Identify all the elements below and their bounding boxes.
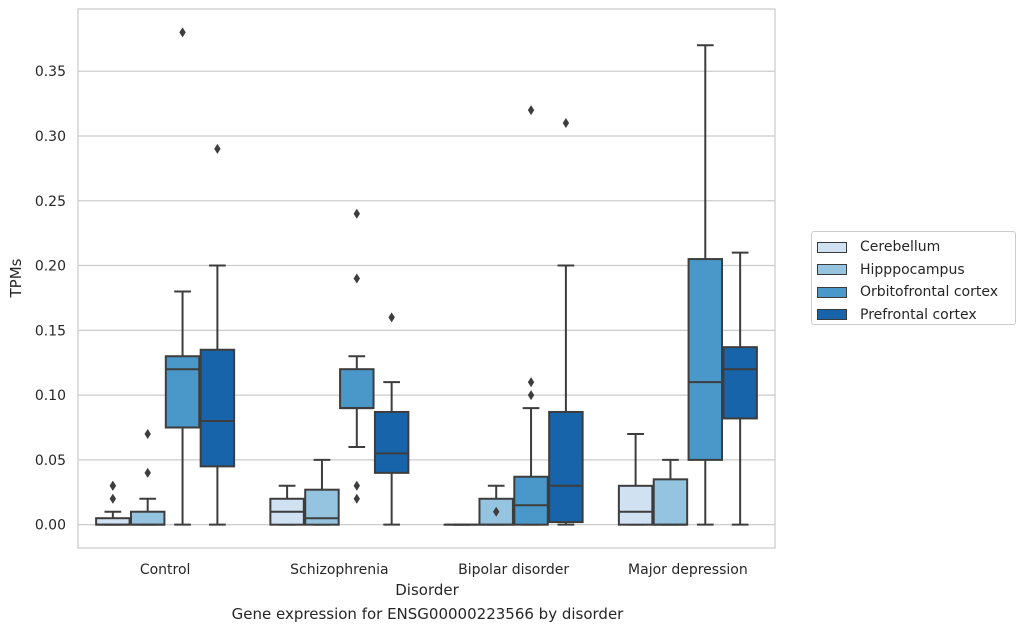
box-3-3 xyxy=(722,251,758,526)
y-tick-label: 0.10 xyxy=(35,388,66,404)
plot-frame xyxy=(77,8,776,549)
x-tick-label: Schizophrenia xyxy=(290,562,388,578)
x-tick-label: Major depression xyxy=(628,562,748,578)
outlier-point xyxy=(144,428,151,439)
y-tick-label: 0.25 xyxy=(35,194,66,210)
y-tick-label: 0.15 xyxy=(35,323,66,339)
legend-label: Prefrontal cortex xyxy=(860,306,977,323)
box-iqr xyxy=(548,410,584,524)
box-3-1 xyxy=(373,312,410,526)
outlier-point xyxy=(527,105,535,116)
legend-swatch xyxy=(817,264,847,276)
x-axis-ticks: Control Schizophrenia Bipolar disorder Majo… xyxy=(140,562,748,578)
outlier-point xyxy=(109,480,117,491)
outlier-point xyxy=(144,467,151,478)
legend-item: Orbitofrontal cortex xyxy=(817,281,1015,304)
box-1-1 xyxy=(304,458,340,526)
outlier-point xyxy=(353,480,360,491)
box-2-3 xyxy=(687,44,724,526)
outlier-point xyxy=(562,118,570,129)
y-axis-label: TPMs xyxy=(7,258,25,298)
box-iqr xyxy=(199,348,236,468)
y-tick-label: 0.30 xyxy=(35,129,66,145)
outlier-point xyxy=(388,312,395,323)
legend-item: Hipppocampus xyxy=(817,259,1015,282)
box-iqr xyxy=(304,488,340,526)
box-iqr xyxy=(722,346,758,420)
box-2-2 xyxy=(513,105,549,526)
box-1-3 xyxy=(652,458,689,526)
box-1-0 xyxy=(129,428,166,526)
outlier-point xyxy=(493,506,500,517)
y-axis-ticks: 0.00 0.05 0.10 0.15 0.20 0.25 0.30 0.35 xyxy=(35,64,66,533)
chart-caption: Gene expression for ENSG00000223566 by d… xyxy=(231,605,624,623)
box-0-3 xyxy=(617,432,654,526)
x-axis-label: Disorder xyxy=(395,581,459,599)
box-iqr xyxy=(164,355,201,429)
legend-label: Hipppocampus xyxy=(860,261,965,278)
box-2-1 xyxy=(339,208,375,504)
box-iqr xyxy=(687,258,724,461)
box-iqr xyxy=(373,410,410,474)
box-2-0 xyxy=(164,27,201,526)
box-0-0 xyxy=(95,480,131,526)
outlier-point xyxy=(353,208,360,219)
outlier-point xyxy=(527,377,535,388)
box-1-2 xyxy=(478,484,514,526)
box-iqr xyxy=(617,484,654,526)
y-tick-label: 0.00 xyxy=(35,518,66,534)
legend-item: Cerebellum xyxy=(817,236,1015,259)
box-iqr xyxy=(513,475,549,526)
outlier-point xyxy=(109,493,117,504)
box-iqr xyxy=(339,368,375,410)
outlier-point xyxy=(214,143,221,154)
box-3-0 xyxy=(199,143,236,526)
legend-swatch xyxy=(817,241,847,253)
y-tick-label: 0.20 xyxy=(35,259,66,275)
x-tick-label: Control xyxy=(140,562,191,578)
y-tick-label: 0.35 xyxy=(35,64,66,80)
legend-swatch xyxy=(817,309,847,321)
box-3-2 xyxy=(548,118,584,526)
outlier-point xyxy=(353,493,360,504)
box-plots xyxy=(95,27,758,526)
legend-swatch xyxy=(817,286,847,298)
legend-label: Cerebellum xyxy=(860,239,941,256)
y-tick-label: 0.05 xyxy=(35,453,66,469)
outlier-point xyxy=(353,273,360,284)
x-tick-label: Bipolar disorder xyxy=(458,562,569,578)
legend: Cerebellum Hipppocampus Orbitofrontal cort… xyxy=(811,231,1016,325)
legend-item: Prefrontal cortex xyxy=(817,304,1015,327)
box-iqr xyxy=(129,510,166,526)
box-0-1 xyxy=(269,484,305,526)
box-iqr xyxy=(652,478,689,526)
outlier-point xyxy=(527,390,535,401)
outlier-point xyxy=(179,27,186,38)
legend-label: Orbitofrontal cortex xyxy=(860,284,998,301)
